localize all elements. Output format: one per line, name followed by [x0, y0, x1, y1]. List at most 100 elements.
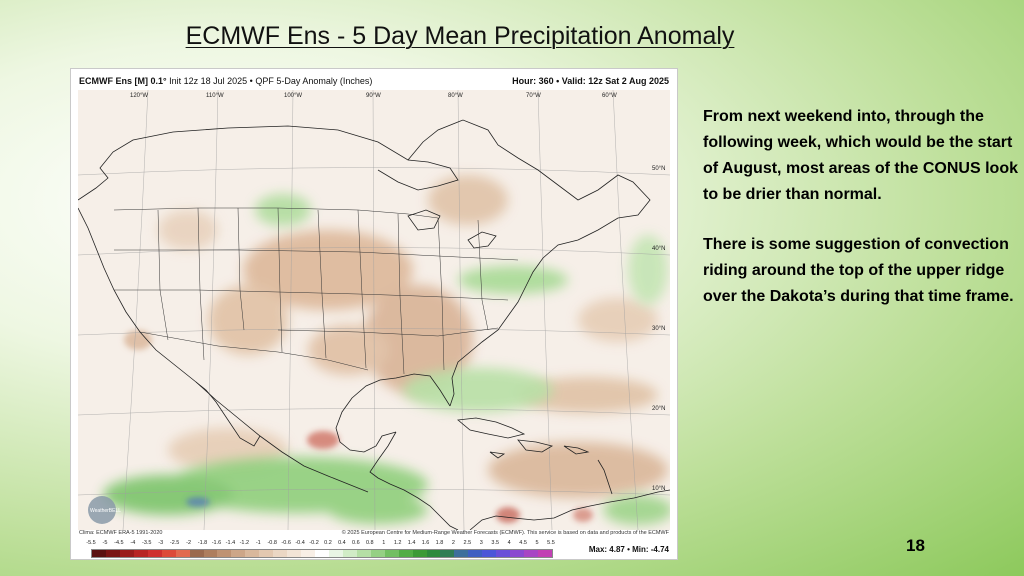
valid-time: Hour: 360 • Valid: 12z Sat 2 Aug 2025: [512, 76, 669, 86]
colorbar-tick-label: 4: [507, 540, 511, 546]
colorbar-swatch: [119, 550, 134, 557]
colorbar-swatch: [440, 550, 455, 557]
precipitation-anomaly-map-figure: ECMWF Ens [M] 0.1° Init 12z 18 Jul 2025 …: [70, 68, 678, 560]
anomaly-shading: [103, 175, 670, 525]
colorbar-tick-label: -1.6: [211, 540, 222, 546]
lat-label: 40°N: [652, 246, 665, 252]
colorbar-tick-label: -0.4: [295, 540, 305, 546]
colorbar-swatch: [301, 550, 315, 557]
max-min-values: Max: 4.87 • Min: -4.74: [588, 545, 669, 554]
colorbar-tick-label: -4.5: [114, 540, 124, 546]
graticule: [78, 90, 670, 530]
colorbar-swatch: [189, 550, 204, 557]
colorbar-tick-label: -3.5: [142, 540, 152, 546]
colorbar-swatch: [217, 550, 232, 557]
colorbar-tick-label: -1.8: [197, 540, 208, 546]
colorbar-tick-label: 0.4: [338, 540, 346, 546]
lon-label: 60°W: [602, 93, 617, 99]
colorbar-swatch: [315, 550, 329, 557]
latitude-labels: 50°N 40°N 30°N 20°N 10°N: [652, 166, 665, 492]
climatology-note: Clima: ECMWF ERA-5 1991-2020: [79, 530, 163, 536]
commentary-paragraph-1: From next weekend into, through the foll…: [703, 108, 1018, 203]
coastlines: [78, 119, 670, 530]
colorbar-swatch: [105, 550, 120, 557]
colorbar-tick-label: 2: [451, 540, 455, 546]
colorbar-swatch: [510, 550, 525, 557]
colorbar-legend: -5.5 -5 -4.5 -4 -3.5 -3 -2.5 -2 -1.8 -1.6 -1.4 -1.2…: [79, 540, 669, 558]
lon-label: 100°W: [284, 93, 302, 99]
lat-label: 10°N: [652, 486, 665, 492]
lon-label: 70°W: [526, 93, 541, 99]
colorbar-swatch: [482, 550, 497, 557]
colorbar-tick-label: 5: [535, 540, 539, 546]
colorbar-tick-label: -1.4: [225, 540, 236, 546]
colorbar-swatch: [231, 550, 246, 557]
colorbar-swatch: [259, 550, 274, 557]
colorbar-tick-label: -0.2: [309, 540, 319, 546]
lat-label: 50°N: [652, 166, 665, 172]
map-header-left: ECMWF Ens [M] 0.1° Init 12z 18 Jul 2025 …: [79, 76, 372, 86]
colorbar-swatch: [147, 550, 162, 557]
map-svg: 120°W 110°W 100°W 90°W 80°W 70°W 60°W 50…: [78, 90, 670, 530]
colorbar-swatch: [468, 550, 483, 557]
watermark-text: WeatherBELL: [90, 508, 121, 514]
commentary-text: From next weekend into, through the foll…: [703, 104, 1021, 334]
colorbar-tick-label: 1.4: [407, 540, 416, 546]
political-borders: [113, 207, 519, 375]
colorbar-swatch: [273, 550, 288, 557]
commentary-paragraph-2: There is some suggestion of convection r…: [703, 236, 1014, 305]
colorbar-tick-label: 5.5: [547, 540, 555, 546]
page-number: 18: [906, 536, 925, 555]
colorbar-tick-label: -5.5: [86, 540, 96, 546]
weatherbell-logo: WeatherBELL: [88, 496, 121, 524]
lon-label: 110°W: [206, 93, 224, 99]
colorbar-swatch: [356, 550, 371, 557]
lon-label: 120°W: [130, 93, 148, 99]
colorbar-tick-label: 0.8: [365, 540, 374, 546]
colorbar-tick-label: 1.8: [435, 540, 444, 546]
colorbar-swatch: [133, 550, 148, 557]
colorbar-tick-label: -2.5: [169, 540, 180, 546]
colorbar-tick-label: 1: [382, 540, 386, 546]
colorbar-tick-label: -2: [186, 540, 192, 546]
lon-label: 80°W: [448, 93, 463, 99]
lat-label: 30°N: [652, 326, 665, 332]
colorbar-swatch: [384, 550, 399, 557]
map-footer: Clima: ECMWF ERA-5 1991-2020 © 2025 Euro…: [79, 530, 669, 540]
colorbar-tick-label: 2.5: [463, 540, 472, 546]
colorbar-swatch: [175, 550, 190, 557]
colorbar-tick-label: -0.8: [267, 540, 277, 546]
colorbar-tick-label: -4: [130, 540, 136, 546]
colorbar-swatch: [412, 550, 427, 557]
colorbar-swatch: [370, 550, 385, 557]
lat-label: 20°N: [652, 406, 665, 412]
slide-title: ECMWF Ens - 5 Day Mean Precipitation Ano…: [185, 22, 735, 50]
map-header: ECMWF Ens [M] 0.1° Init 12z 18 Jul 2025 …: [79, 74, 669, 88]
colorbar-tick-label: 1.6: [421, 540, 430, 546]
longitude-labels: 120°W 110°W 100°W 90°W 80°W 70°W 60°W: [130, 93, 617, 99]
colorbar-swatch: [454, 550, 469, 557]
lon-label: 90°W: [366, 93, 381, 99]
colorbar-tick-label: 1.2: [393, 540, 402, 546]
colorbar-swatch: [538, 550, 552, 557]
colorbar-tick-labels: -5.5 -5 -4.5 -4 -3.5 -3 -2.5 -2 -1.8 -1.6 -1.4 -1.2…: [86, 540, 555, 548]
colorbar-tick-label: 4.5: [519, 540, 527, 546]
colorbar-swatch: [161, 550, 176, 557]
colorbar-tick-label: 0.2: [324, 540, 332, 546]
colorbar-tick-label: 3: [479, 540, 483, 546]
colorbar-swatch: [342, 550, 357, 557]
colorbar-swatch: [398, 550, 413, 557]
model-name: ECMWF Ens [M] 0.1°: [79, 76, 167, 86]
colorbar-swatch: [426, 550, 441, 557]
colorbar-tick-label: -1.2: [239, 540, 250, 546]
colorbar-swatch: [328, 550, 343, 557]
colorbar-tick-label: -0.6: [281, 540, 291, 546]
colorbar-swatch: [203, 550, 218, 557]
colorbar-tick-label: 0.6: [352, 540, 360, 546]
init-info: Init 12z 18 Jul 2025 • QPF 5-Day Anomaly…: [169, 76, 373, 86]
map-canvas: 120°W 110°W 100°W 90°W 80°W 70°W 60°W 50…: [78, 90, 670, 530]
colorbar-tick-label: -3: [158, 540, 164, 546]
colorbar: [91, 549, 553, 558]
colorbar-swatch: [496, 550, 511, 557]
colorbar-swatch: [245, 550, 260, 557]
